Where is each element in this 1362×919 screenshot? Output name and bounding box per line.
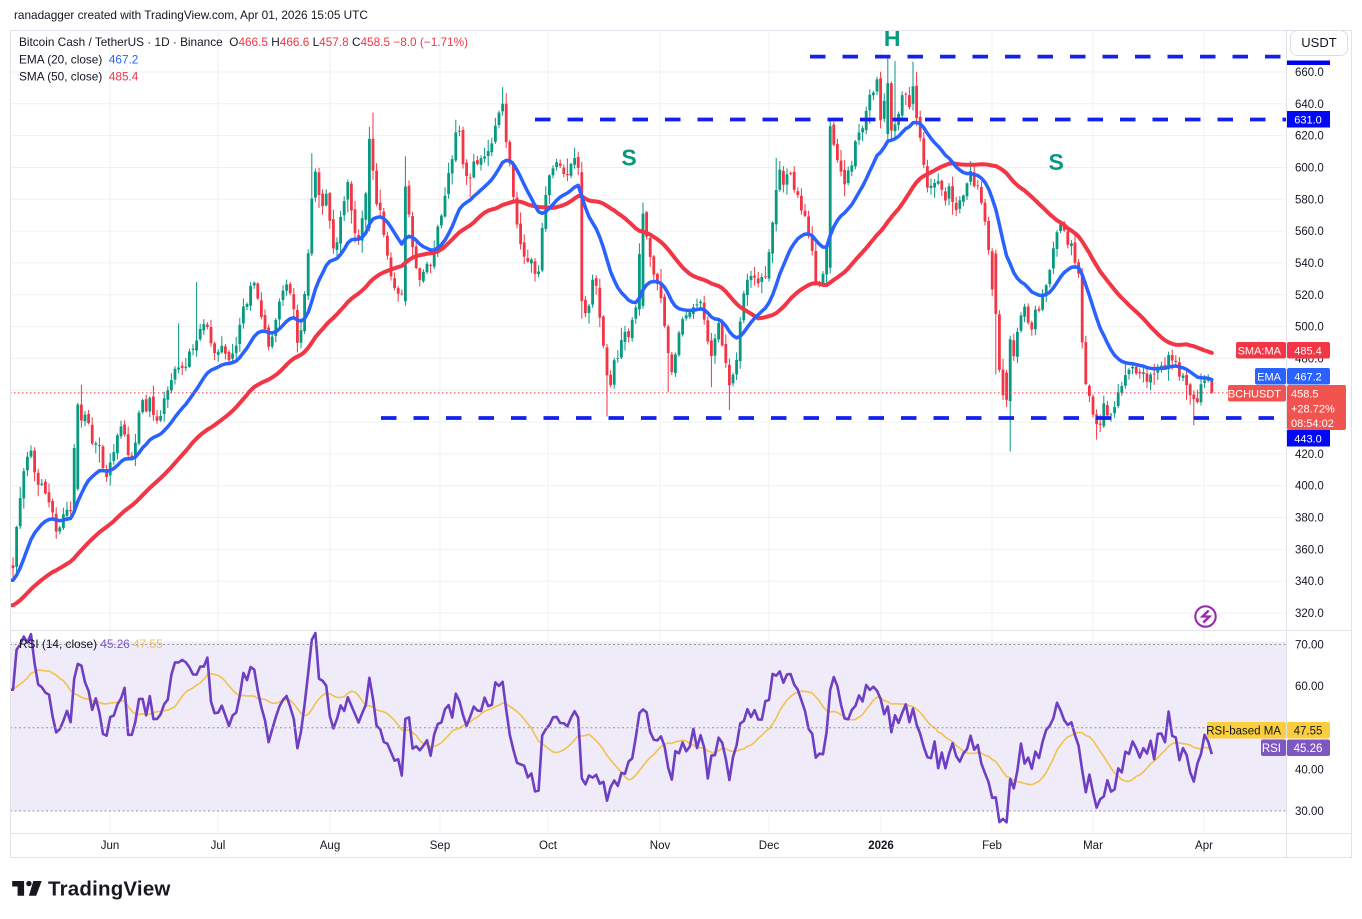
svg-text:620.0: 620.0 bbox=[1295, 131, 1324, 143]
svg-text:560.0: 560.0 bbox=[1295, 226, 1324, 238]
svg-text:EMA (20, close) 467.2: EMA (20, close) 467.2 bbox=[19, 53, 138, 67]
svg-text:400.0: 400.0 bbox=[1295, 481, 1324, 493]
svg-text:Sep: Sep bbox=[430, 840, 450, 852]
svg-text:540.0: 540.0 bbox=[1295, 258, 1324, 270]
svg-text:500.0: 500.0 bbox=[1295, 322, 1324, 334]
svg-text:+28.72%: +28.72% bbox=[1291, 404, 1335, 416]
svg-text:340.0: 340.0 bbox=[1295, 576, 1324, 588]
svg-text:420.0: 420.0 bbox=[1295, 449, 1324, 461]
svg-text:485.4: 485.4 bbox=[1294, 346, 1322, 358]
svg-text:40.00: 40.00 bbox=[1295, 764, 1324, 776]
svg-text:467.2: 467.2 bbox=[1294, 372, 1322, 384]
svg-text:45.26: 45.26 bbox=[1294, 743, 1323, 755]
svg-text:RSI: RSI bbox=[1262, 743, 1281, 755]
svg-text:Nov: Nov bbox=[650, 840, 671, 852]
svg-text:EMA: EMA bbox=[1257, 372, 1282, 384]
svg-text:S: S bbox=[1049, 149, 1064, 175]
svg-text:Aug: Aug bbox=[320, 840, 340, 852]
svg-text:Bitcoin Cash / TetherUS · 1D ·: Bitcoin Cash / TetherUS · 1D · Binance O… bbox=[19, 35, 468, 49]
svg-text:458.5: 458.5 bbox=[1291, 389, 1319, 401]
svg-text:Jun: Jun bbox=[101, 840, 120, 852]
svg-text:RSI-based MA: RSI-based MA bbox=[1206, 726, 1281, 738]
svg-text:631.0: 631.0 bbox=[1294, 115, 1322, 127]
svg-text:RSI (14, close) 45.26 47.55: RSI (14, close) 45.26 47.55 bbox=[19, 637, 163, 651]
svg-text:640.0: 640.0 bbox=[1295, 99, 1324, 111]
svg-text:Mar: Mar bbox=[1083, 840, 1103, 852]
svg-text:60.00: 60.00 bbox=[1295, 681, 1324, 693]
svg-text:660.0: 660.0 bbox=[1295, 67, 1324, 79]
svg-text:SMA:MA: SMA:MA bbox=[1238, 346, 1282, 358]
svg-text:Feb: Feb bbox=[982, 840, 1002, 852]
svg-text:443.0: 443.0 bbox=[1294, 434, 1322, 446]
svg-text:580.0: 580.0 bbox=[1295, 194, 1324, 206]
svg-text:Jul: Jul bbox=[211, 840, 226, 852]
svg-text:47.55: 47.55 bbox=[1294, 726, 1323, 738]
svg-text:600.0: 600.0 bbox=[1295, 163, 1324, 175]
svg-text:30.00: 30.00 bbox=[1295, 806, 1324, 818]
svg-text:520.0: 520.0 bbox=[1295, 290, 1324, 302]
svg-text:320.0: 320.0 bbox=[1295, 608, 1324, 620]
svg-text:USDT: USDT bbox=[1301, 35, 1336, 50]
svg-text:ranadagger created with Tradin: ranadagger created with TradingView.com,… bbox=[14, 8, 368, 22]
svg-text:2026: 2026 bbox=[868, 840, 894, 852]
svg-text:H: H bbox=[884, 25, 901, 51]
svg-text:380.0: 380.0 bbox=[1295, 513, 1324, 525]
svg-text:Oct: Oct bbox=[539, 840, 558, 852]
svg-text:SMA (50, close) 485.4: SMA (50, close) 485.4 bbox=[19, 70, 139, 84]
svg-text:BCHUSDT: BCHUSDT bbox=[1228, 389, 1281, 401]
svg-text:Apr: Apr bbox=[1195, 840, 1213, 852]
svg-text:S: S bbox=[621, 145, 636, 171]
svg-text:TradingView: TradingView bbox=[48, 878, 171, 901]
svg-text:70.00: 70.00 bbox=[1295, 640, 1324, 652]
svg-text:360.0: 360.0 bbox=[1295, 544, 1324, 556]
svg-text:08:54:02: 08:54:02 bbox=[1291, 418, 1334, 430]
svg-text:Dec: Dec bbox=[759, 840, 780, 852]
